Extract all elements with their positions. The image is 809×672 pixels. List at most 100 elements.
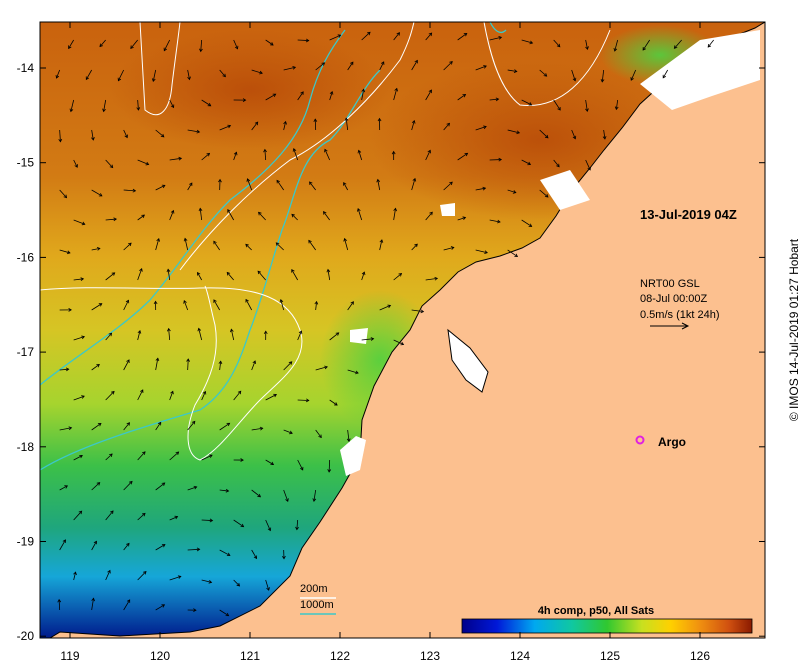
scale-arrow bbox=[650, 322, 690, 330]
current-arrow bbox=[73, 510, 83, 521]
current-arrow bbox=[91, 303, 103, 311]
current-arrow bbox=[251, 121, 259, 131]
copyright-notice: © IMOS 14-Jul-2019 01:27 Hobart bbox=[787, 238, 801, 421]
current-arrow bbox=[457, 152, 469, 161]
current-arrow bbox=[251, 489, 262, 498]
current-arrow bbox=[213, 299, 221, 311]
current-arrow bbox=[73, 395, 85, 401]
current-arrow bbox=[391, 150, 396, 161]
current-arrow bbox=[187, 608, 197, 613]
lon-tick-label: 122 bbox=[330, 649, 350, 663]
current-arrow bbox=[315, 62, 326, 71]
current-arrow bbox=[379, 239, 384, 251]
current-arrow bbox=[218, 360, 223, 371]
current-arrow bbox=[376, 178, 381, 191]
current-arrow bbox=[265, 39, 274, 46]
lat-tick-label: -16 bbox=[17, 250, 35, 264]
current-arrow bbox=[291, 268, 299, 281]
current-arrow bbox=[283, 429, 293, 435]
current-arrow bbox=[585, 99, 589, 113]
lon-tick-label: 121 bbox=[240, 649, 260, 663]
current-arrow bbox=[393, 32, 400, 41]
current-arrow bbox=[251, 360, 257, 371]
current-arrow bbox=[707, 39, 714, 48]
contour-1000m bbox=[40, 29, 346, 386]
current-arrow bbox=[245, 298, 253, 311]
current-arrow bbox=[227, 209, 235, 221]
current-arrow bbox=[393, 87, 399, 101]
current-arrow bbox=[329, 399, 338, 406]
colorbar-title: 4h comp, p50, All Sats bbox=[538, 605, 654, 617]
current-arrow bbox=[489, 35, 503, 41]
current-arrow bbox=[199, 39, 203, 53]
current-arrow bbox=[361, 337, 375, 341]
current-arrow bbox=[265, 519, 272, 532]
current-arrow bbox=[123, 422, 131, 431]
current-arrow bbox=[329, 90, 334, 101]
current-arrow bbox=[155, 604, 166, 611]
current-arrow bbox=[425, 211, 433, 221]
current-arrow bbox=[187, 420, 196, 431]
current-arrow bbox=[443, 122, 450, 131]
current-arrow bbox=[91, 129, 95, 141]
current-arrow bbox=[297, 398, 310, 403]
current-arrow bbox=[329, 332, 340, 341]
colorbar bbox=[461, 618, 753, 634]
current-arrow bbox=[314, 300, 319, 311]
current-arrow bbox=[411, 119, 416, 131]
current-arrow bbox=[123, 542, 130, 551]
current-arrow bbox=[613, 39, 619, 52]
current-arrow bbox=[166, 268, 171, 281]
current-arrow bbox=[600, 69, 605, 83]
current-arrow bbox=[73, 219, 86, 226]
lat-tick-label: -20 bbox=[17, 629, 35, 643]
current-arrow bbox=[91, 246, 101, 251]
current-arrow bbox=[201, 579, 213, 584]
current-arrow bbox=[169, 209, 175, 221]
no-data-patch bbox=[340, 436, 366, 476]
current-arrow bbox=[425, 149, 431, 161]
current-arrow bbox=[59, 308, 72, 312]
current-arrow bbox=[673, 39, 682, 49]
colorbar-tick-label: 22 bbox=[455, 639, 469, 653]
current-arrow bbox=[151, 69, 157, 83]
current-arrow bbox=[507, 249, 519, 257]
current-arrow bbox=[343, 237, 349, 251]
current-arrow bbox=[137, 512, 146, 521]
current-arrow bbox=[553, 99, 561, 111]
no-data-patch bbox=[540, 170, 590, 210]
current-arrow bbox=[347, 369, 359, 375]
current-arrow bbox=[393, 273, 403, 281]
current-arrow bbox=[58, 129, 63, 143]
current-arrow bbox=[246, 178, 253, 191]
current-arrow bbox=[201, 390, 207, 401]
current-arrow bbox=[233, 579, 241, 587]
current-arrow bbox=[105, 453, 113, 461]
current-arrow bbox=[233, 151, 238, 161]
current-arrow bbox=[85, 69, 93, 81]
current-arrow bbox=[602, 129, 607, 140]
current-arrow bbox=[283, 65, 297, 71]
current-arrow bbox=[187, 485, 198, 491]
current-arrow bbox=[73, 571, 77, 581]
current-arrow bbox=[117, 69, 125, 82]
current-arrow bbox=[137, 268, 143, 281]
current-arrow bbox=[123, 480, 133, 491]
current-arrow bbox=[73, 277, 85, 281]
current-arrow bbox=[73, 335, 85, 341]
lon-tick-label: 119 bbox=[60, 649, 79, 663]
lat-tick-label: -17 bbox=[17, 345, 35, 359]
current-arrow bbox=[553, 159, 560, 168]
lon-tick-label: 124 bbox=[510, 649, 530, 663]
current-arrow bbox=[251, 549, 258, 560]
contour-200m bbox=[483, 22, 611, 107]
current-arrow bbox=[475, 186, 487, 191]
current-arrow bbox=[425, 89, 432, 101]
current-arrow bbox=[183, 237, 189, 251]
plot-frame bbox=[39, 21, 766, 639]
current-arrow bbox=[521, 99, 533, 106]
current-arrow bbox=[123, 359, 130, 371]
no-data-patch bbox=[350, 328, 368, 344]
current-arrow bbox=[457, 32, 468, 41]
current-arrow bbox=[326, 268, 331, 281]
